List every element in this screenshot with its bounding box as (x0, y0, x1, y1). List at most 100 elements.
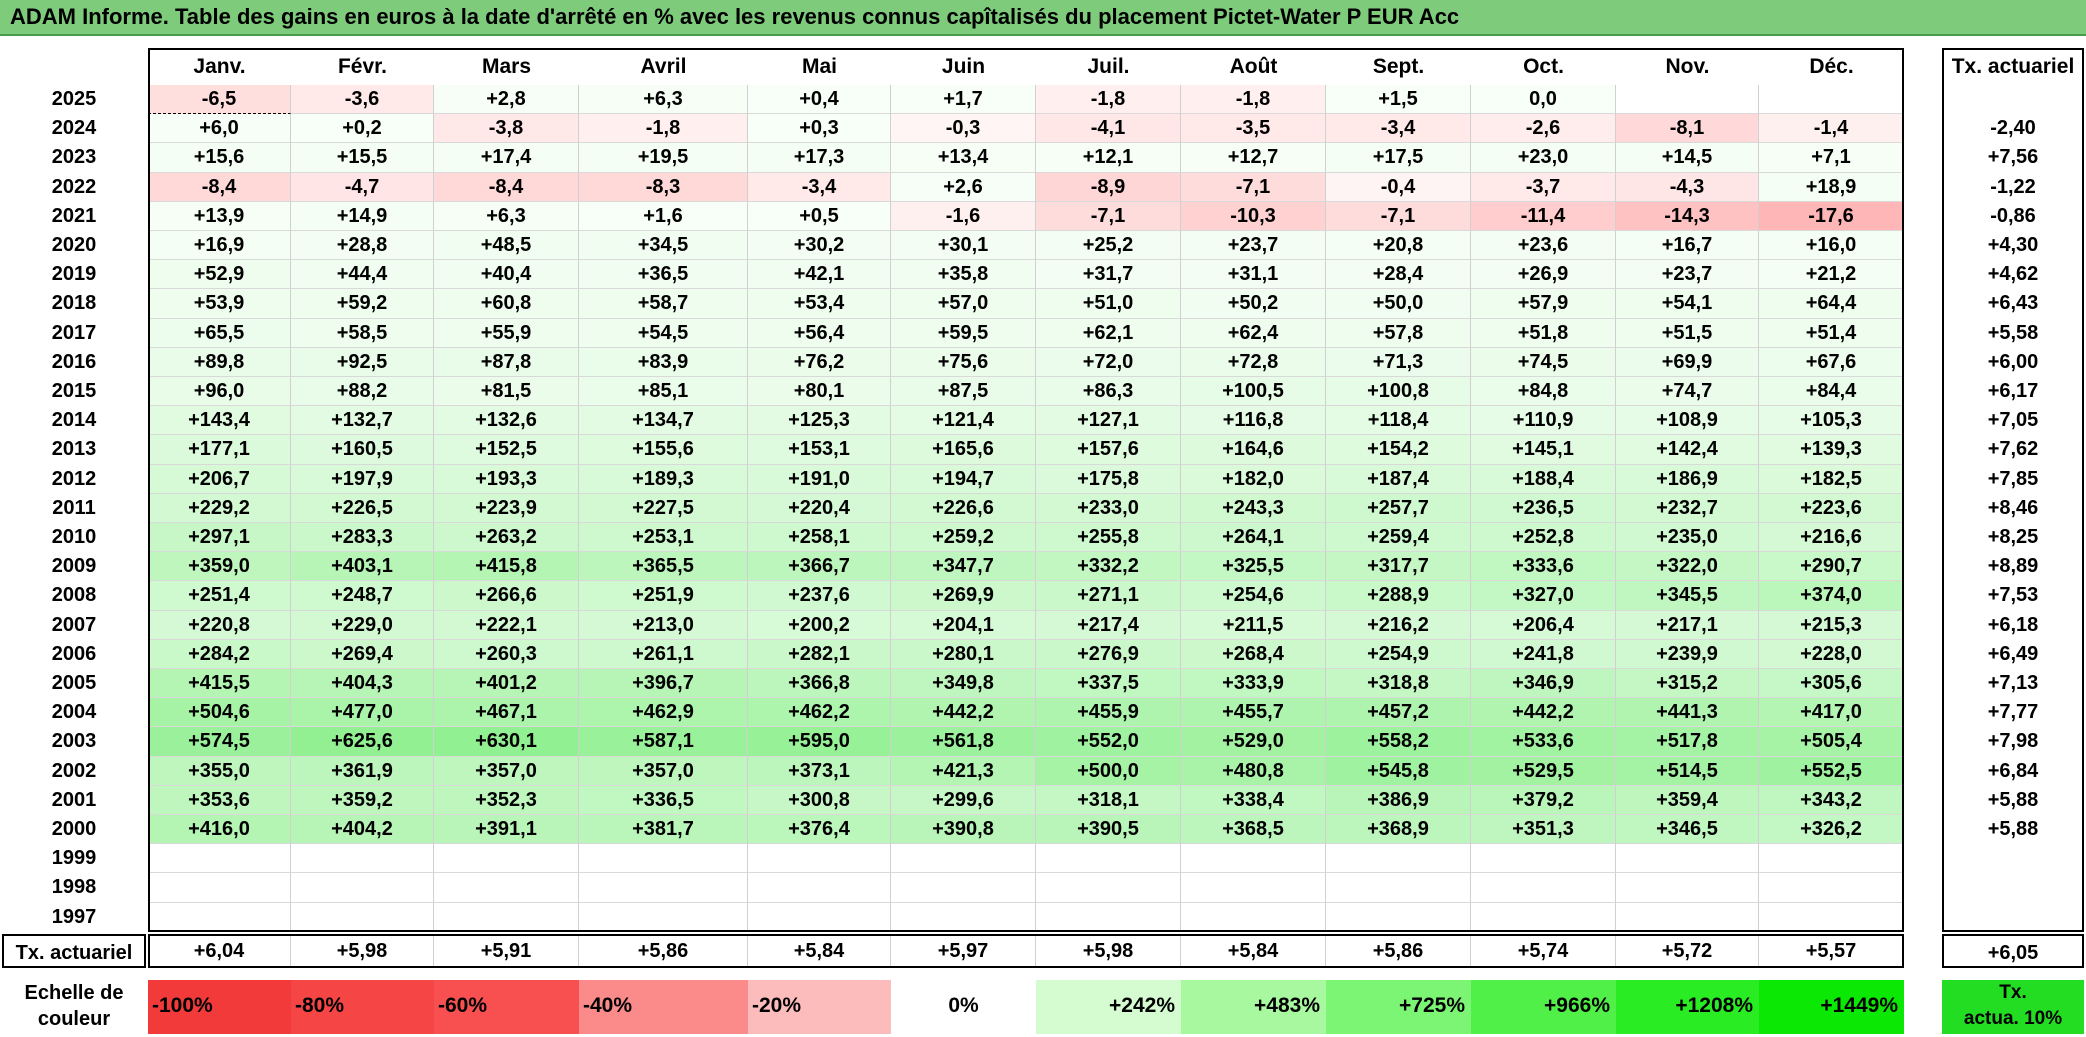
footer-value: +5,98 (291, 934, 434, 968)
value-cell: -17,6 (1759, 201, 1904, 231)
value-cell: +31,1 (1181, 260, 1326, 290)
month-header: Août (1229, 55, 1278, 78)
footer-value: +5,84 (748, 934, 891, 968)
value-cell: +76,2 (748, 347, 891, 377)
value-cell (1471, 902, 1616, 932)
value-cell: -4,1 (1036, 114, 1181, 144)
month-header: Mars (481, 55, 532, 78)
value-cell: +365,5 (579, 552, 748, 582)
rate-cell (1942, 844, 2084, 873)
value-cell: +54,1 (1616, 289, 1759, 319)
value-cell: -8,9 (1036, 172, 1181, 202)
value-cell (891, 844, 1036, 874)
page-title: ADAM Informe. Table des gains en euros à… (0, 0, 2086, 36)
value-cell: -1,8 (1036, 85, 1181, 115)
month-header: Janv. (193, 55, 246, 78)
value-cell: +396,7 (579, 669, 748, 699)
value-cell: +86,3 (1036, 377, 1181, 407)
value-cell: +552,0 (1036, 727, 1181, 757)
year-label: 2003 (51, 730, 97, 753)
month-header: Avril (640, 55, 687, 78)
value-cell: +259,4 (1326, 523, 1471, 553)
value-cell: +105,3 (1759, 406, 1904, 436)
value-cell: +280,1 (891, 639, 1036, 669)
month-header: Oct. (1523, 55, 1564, 78)
value-cell: +455,9 (1036, 698, 1181, 728)
value-cell: -4,3 (1616, 172, 1759, 202)
value-cell: +248,7 (291, 581, 434, 611)
value-cell: +108,9 (1616, 406, 1759, 436)
year-label: 2014 (51, 409, 97, 432)
value-cell: +211,5 (1181, 610, 1326, 640)
year-label: 2011 (52, 496, 96, 519)
footer-value: +5,91 (434, 934, 579, 968)
value-cell: +327,0 (1471, 581, 1616, 611)
year-label: 2022 (51, 175, 97, 198)
value-cell: +83,9 (579, 347, 748, 377)
value-cell: +349,8 (891, 669, 1036, 699)
value-cell: +401,2 (434, 669, 579, 699)
year-label: 2023 (51, 146, 97, 169)
value-cell: +373,1 (748, 756, 891, 786)
year-label: 2021 (51, 204, 97, 227)
value-cell: +65,5 (148, 318, 291, 348)
rate-cell: +4,30 (1987, 234, 2039, 256)
value-cell: +223,9 (434, 493, 579, 523)
scale-label-line2: couleur (37, 1008, 111, 1030)
footer-value: +5,86 (1326, 934, 1471, 968)
value-cell: +14,5 (1616, 143, 1759, 173)
value-cell: +462,9 (579, 698, 748, 728)
value-cell: +80,1 (748, 377, 891, 407)
value-cell (291, 844, 434, 874)
value-cell: +132,6 (434, 406, 579, 436)
year-label: 2007 (51, 613, 97, 636)
value-cell: +74,5 (1471, 347, 1616, 377)
value-cell: 0,0 (1471, 85, 1616, 115)
value-cell: +239,9 (1616, 639, 1759, 669)
value-cell: -8,3 (579, 172, 748, 202)
value-cell: +28,4 (1326, 260, 1471, 290)
value-cell: +165,6 (891, 435, 1036, 465)
value-cell: +57,9 (1471, 289, 1616, 319)
value-cell: -1,4 (1759, 114, 1904, 144)
value-cell: +36,5 (579, 260, 748, 290)
value-cell: +6,3 (579, 85, 748, 115)
value-cell: +299,6 (891, 785, 1036, 815)
year-label: 2012 (51, 467, 97, 490)
value-cell: +30,1 (891, 231, 1036, 261)
year-label: 2009 (51, 555, 97, 578)
value-cell: -10,3 (1181, 201, 1326, 231)
rate-cell: +5,88 (1987, 818, 2039, 840)
value-cell: +226,5 (291, 493, 434, 523)
value-cell: -7,1 (1326, 201, 1471, 231)
value-cell: +223,6 (1759, 493, 1904, 523)
value-cell: +35,8 (891, 260, 1036, 290)
value-cell: +333,6 (1471, 552, 1616, 582)
rate-cell: +4,62 (1987, 263, 2039, 286)
value-cell: +206,7 (148, 464, 291, 494)
value-cell: +2,6 (891, 172, 1036, 202)
value-cell: +54,5 (579, 318, 748, 348)
value-cell: +504,6 (148, 698, 291, 728)
value-cell (1326, 844, 1471, 874)
value-cell: +305,6 (1759, 669, 1904, 699)
scale-swatch: -40% (579, 980, 748, 1034)
value-cell: +57,8 (1326, 318, 1471, 348)
value-cell: +121,4 (891, 406, 1036, 436)
year-label: 2018 (51, 292, 97, 315)
value-cell: +0,4 (748, 85, 891, 115)
value-cell: +255,8 (1036, 523, 1181, 553)
rate-cell: +7,13 (1987, 672, 2039, 694)
value-cell: -3,4 (1326, 114, 1471, 144)
value-cell (148, 873, 291, 903)
value-cell: +595,0 (748, 727, 891, 757)
value-cell (1326, 902, 1471, 932)
value-cell: -1,8 (579, 114, 748, 144)
value-cell: +52,9 (148, 260, 291, 290)
value-cell: +154,2 (1326, 435, 1471, 465)
value-cell (891, 873, 1036, 903)
value-cell: +346,5 (1616, 815, 1759, 845)
value-cell: +505,4 (1759, 727, 1904, 757)
value-cell: +254,9 (1326, 639, 1471, 669)
value-cell: +297,1 (148, 523, 291, 553)
